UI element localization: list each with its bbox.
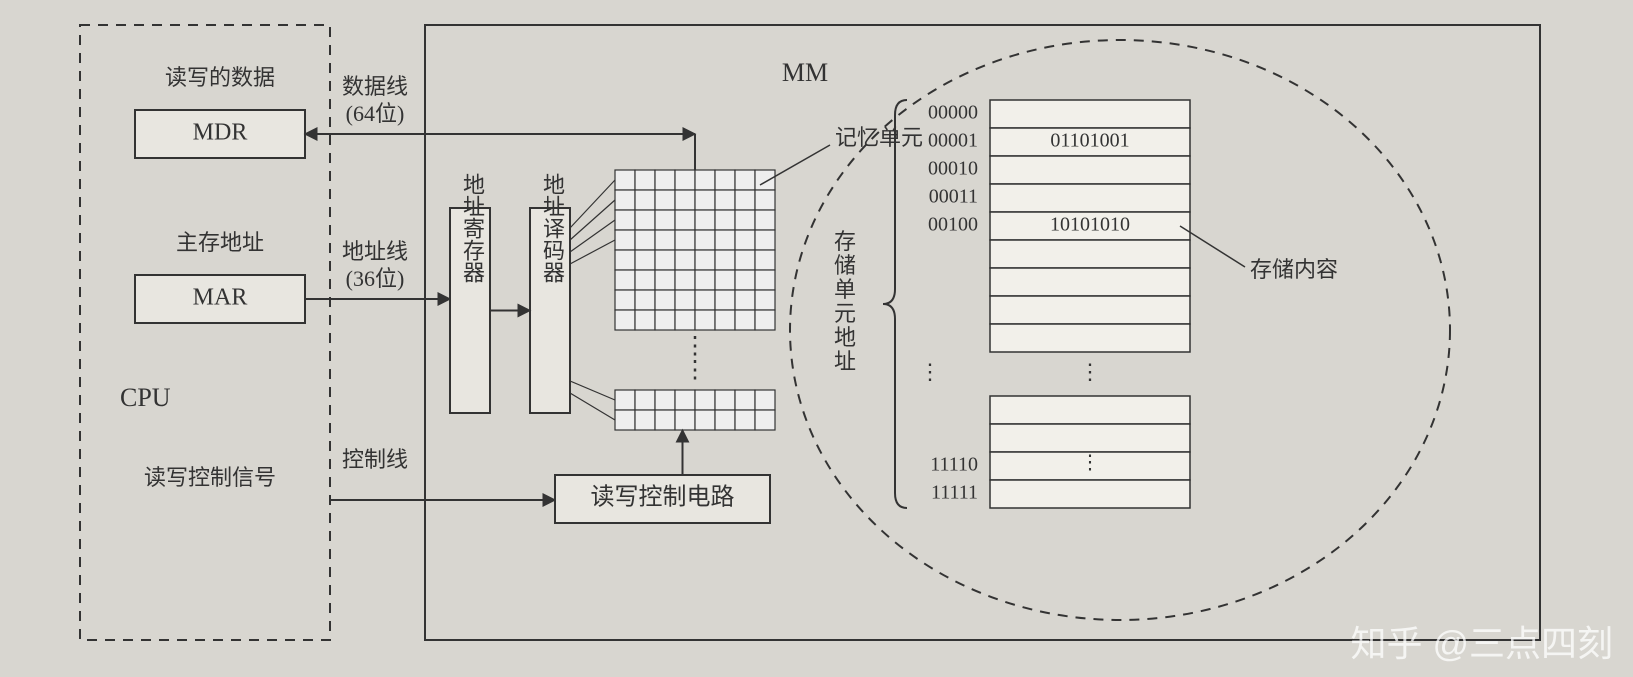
svg-text:地: 地	[834, 325, 856, 350]
svg-text:存储内容: 存储内容	[1250, 257, 1338, 282]
svg-text:读写控制信号: 读写控制信号	[144, 465, 276, 490]
svg-text:地址译码器: 地址译码器	[540, 173, 565, 283]
svg-text:00001: 00001	[928, 130, 978, 152]
svg-text:00010: 00010	[928, 158, 978, 180]
svg-text:地址寄存器: 地址寄存器	[460, 173, 485, 283]
svg-text:⋮: ⋮	[683, 334, 707, 360]
svg-text:读写的数据: 读写的数据	[165, 65, 275, 90]
svg-text:存: 存	[834, 229, 856, 254]
svg-text:(36位): (36位)	[346, 266, 405, 291]
svg-text:11111: 11111	[931, 482, 978, 504]
svg-text:10101010: 10101010	[1050, 214, 1130, 236]
svg-text:00100: 00100	[928, 214, 978, 236]
svg-text:元: 元	[834, 301, 856, 326]
svg-text:记忆单元: 记忆单元	[835, 125, 923, 150]
svg-text:11110: 11110	[930, 454, 978, 476]
svg-text:⋮: ⋮	[683, 358, 707, 384]
svg-text:读写控制电路: 读写控制电路	[591, 484, 735, 511]
svg-text:储: 储	[834, 253, 856, 278]
svg-text:主存地址: 主存地址	[176, 230, 264, 255]
svg-text:地址线: 地址线	[342, 239, 408, 264]
svg-text:MM: MM	[782, 58, 828, 87]
svg-text:00011: 00011	[929, 186, 978, 208]
svg-text:MAR: MAR	[193, 285, 248, 311]
svg-text:MDR: MDR	[193, 120, 248, 146]
svg-text:址: 址	[834, 349, 856, 374]
svg-text:控制线: 控制线	[342, 447, 408, 472]
svg-text:⋮: ⋮	[1080, 452, 1100, 474]
svg-text:01101001: 01101001	[1050, 130, 1129, 152]
diagram-canvas: CPU 读写的数据 MDR 主存地址 MAR 读写控制信号 MM 数据线(64位) 地址线(36…	[0, 0, 1633, 677]
svg-text:⋮: ⋮	[919, 359, 941, 384]
diagram-svg: CPU 读写的数据 MDR 主存地址 MAR 读写控制信号 MM 数据线(64位) 地址线(36…	[0, 0, 1633, 677]
svg-text:00000: 00000	[928, 102, 978, 124]
svg-text:⋮: ⋮	[1079, 359, 1101, 384]
svg-text:单: 单	[834, 277, 856, 302]
svg-text:CPU: CPU	[120, 383, 171, 412]
svg-text:数据线: 数据线	[342, 74, 408, 99]
svg-text:(64位): (64位)	[346, 101, 405, 126]
